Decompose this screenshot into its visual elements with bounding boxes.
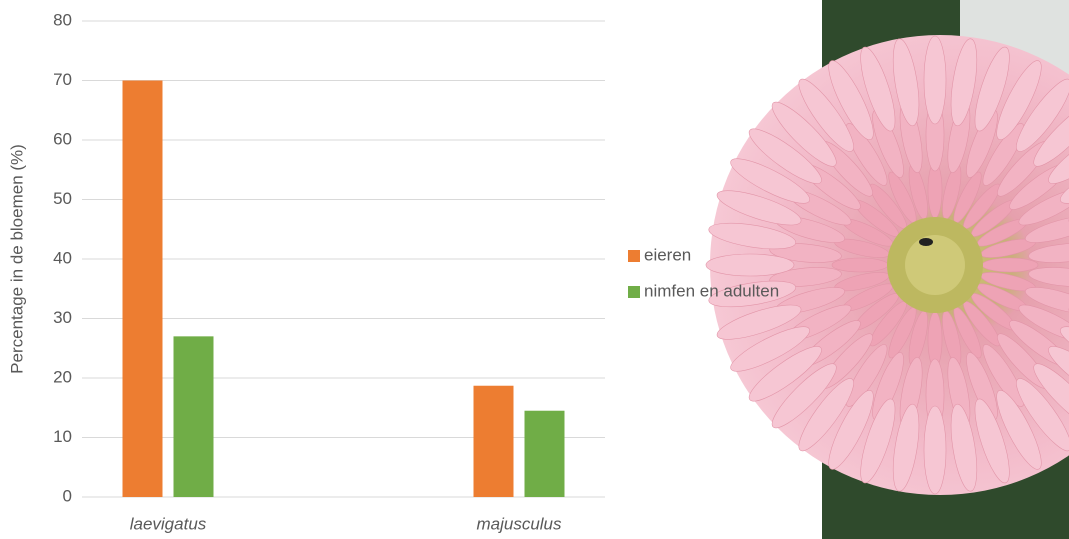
- petal: [1028, 243, 1069, 263]
- petal: [1033, 101, 1069, 167]
- petal: [996, 60, 1042, 140]
- y-axis-title: Percentage in de bloemen (%): [7, 144, 26, 374]
- petal: [1048, 346, 1069, 402]
- petal: [798, 78, 854, 152]
- petal: [892, 38, 920, 127]
- legend-label: nimfen en adulten: [644, 281, 779, 300]
- petal: [974, 398, 1010, 484]
- petal: [748, 346, 822, 402]
- y-tick-label: 70: [53, 70, 72, 89]
- petal: [1028, 267, 1069, 287]
- petal: [798, 378, 854, 452]
- petal: [1016, 378, 1069, 452]
- petal: [730, 158, 810, 204]
- petal: [1025, 287, 1069, 314]
- legend-label: eieren: [644, 245, 691, 264]
- petal: [716, 190, 802, 226]
- petal: [1060, 158, 1069, 204]
- y-tick-label: 0: [63, 486, 72, 505]
- petal: [845, 123, 888, 186]
- petal: [950, 403, 978, 492]
- petal: [1025, 216, 1069, 243]
- petal: [996, 390, 1042, 470]
- petal: [982, 123, 1025, 186]
- petal: [748, 128, 822, 184]
- petal: [716, 304, 802, 340]
- y-tick-label: 20: [53, 367, 72, 386]
- petal: [769, 267, 842, 287]
- y-tick-label: 10: [53, 427, 72, 446]
- petal: [705, 253, 795, 277]
- petal: [771, 101, 837, 167]
- petal: [769, 243, 842, 263]
- petal: [923, 35, 947, 125]
- petal: [982, 344, 1025, 407]
- petal: [771, 363, 837, 429]
- flower-photo: [705, 0, 1069, 539]
- petal: [923, 405, 947, 495]
- x-tick-label: laevigatus: [130, 514, 207, 533]
- y-tick-label: 40: [53, 248, 72, 267]
- bar: [122, 80, 163, 497]
- petal: [708, 280, 797, 308]
- y-tick-label: 80: [53, 10, 72, 29]
- legend-swatch: [628, 250, 640, 262]
- petal: [845, 344, 888, 407]
- petal: [1048, 128, 1069, 184]
- petal: [950, 38, 978, 127]
- x-tick-label: majusculus: [476, 514, 562, 533]
- bar: [473, 385, 514, 497]
- petal: [860, 398, 896, 484]
- bar: [173, 336, 214, 497]
- petal: [860, 46, 896, 132]
- petal: [828, 60, 874, 140]
- bar: [524, 410, 565, 497]
- petal: [1060, 326, 1069, 372]
- petal: [1016, 78, 1069, 152]
- petal: [974, 46, 1010, 132]
- petal: [831, 257, 889, 273]
- y-tick-label: 50: [53, 189, 72, 208]
- y-tick-label: 60: [53, 129, 72, 148]
- y-tick-label: 30: [53, 308, 72, 327]
- legend-swatch: [628, 286, 640, 298]
- petal: [730, 326, 810, 372]
- petal: [828, 390, 874, 470]
- petal: [981, 257, 1039, 273]
- petal: [892, 403, 920, 492]
- petal: [708, 222, 797, 250]
- petal: [1033, 363, 1069, 429]
